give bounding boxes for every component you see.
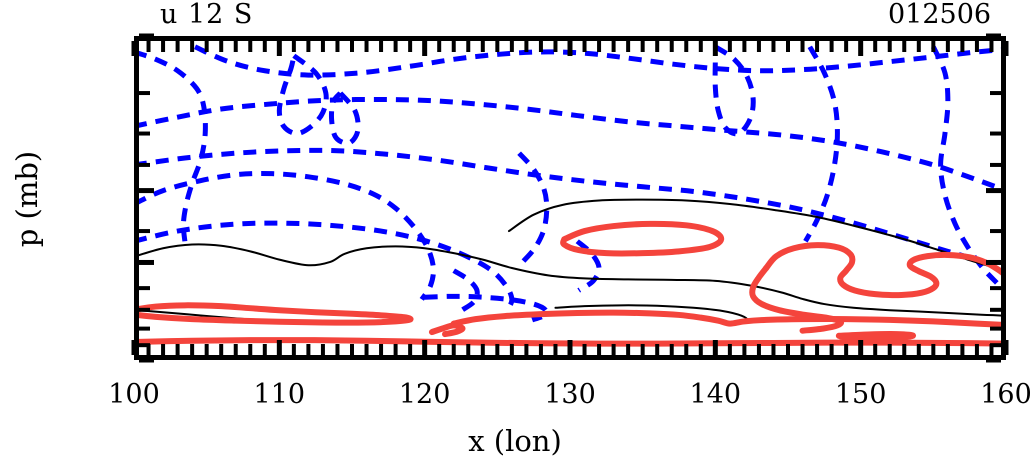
contour-line-negative-contour-8	[328, 91, 361, 146]
contour-line-positive-contour-5	[450, 309, 1006, 329]
x-tick-label: 160	[980, 379, 1030, 410]
contour-line-positive-contour-3	[749, 264, 845, 334]
plot-frame	[134, 36, 1006, 360]
plot-title-right: 012506	[888, 0, 992, 30]
contour-line-negative-contour-7	[276, 53, 329, 137]
x-tick-label: 150	[834, 379, 887, 410]
contour-line-negative-contour-10	[575, 239, 602, 293]
contour-line-zero-contour-1	[507, 198, 1006, 272]
contour-line-zero-contour-2	[134, 243, 1006, 317]
plot-title-left: u 12 S	[160, 0, 254, 30]
contour-line-negative-contour-14	[931, 45, 1006, 295]
axis-layer	[131, 33, 1009, 363]
contour-line-negative-contour-15	[424, 293, 549, 323]
x-tick-label: 110	[253, 379, 306, 410]
contour-line-negative-contour-2	[134, 171, 436, 301]
contour-layer	[134, 44, 1006, 347]
contour-line-positive-contour-2	[763, 242, 1006, 299]
contour-line-negative-contour-6	[134, 147, 1006, 271]
contour-line-negative-contour-3	[134, 220, 515, 311]
contour-line-negative-contour-4	[194, 44, 1006, 78]
contour-line-positive-contour-1	[560, 220, 725, 257]
x-axis-label: x (lon)	[468, 424, 562, 458]
contour-line-positive-contour-8	[835, 331, 916, 342]
x-tick-label: 120	[398, 379, 451, 410]
contour-line-positive-contour-6	[428, 322, 466, 338]
x-tick-label: 100	[108, 379, 160, 410]
x-tick-label: 140	[689, 379, 742, 410]
contour-line-negative-contour-12	[712, 44, 756, 137]
contour-line-positive-contour-4	[134, 302, 414, 326]
contour-line-negative-contour-5	[134, 96, 1006, 193]
contour-line-negative-contour-11	[452, 268, 480, 312]
contour-line-negative-contour-1	[134, 49, 208, 242]
x-tick-label: 130	[544, 379, 596, 410]
